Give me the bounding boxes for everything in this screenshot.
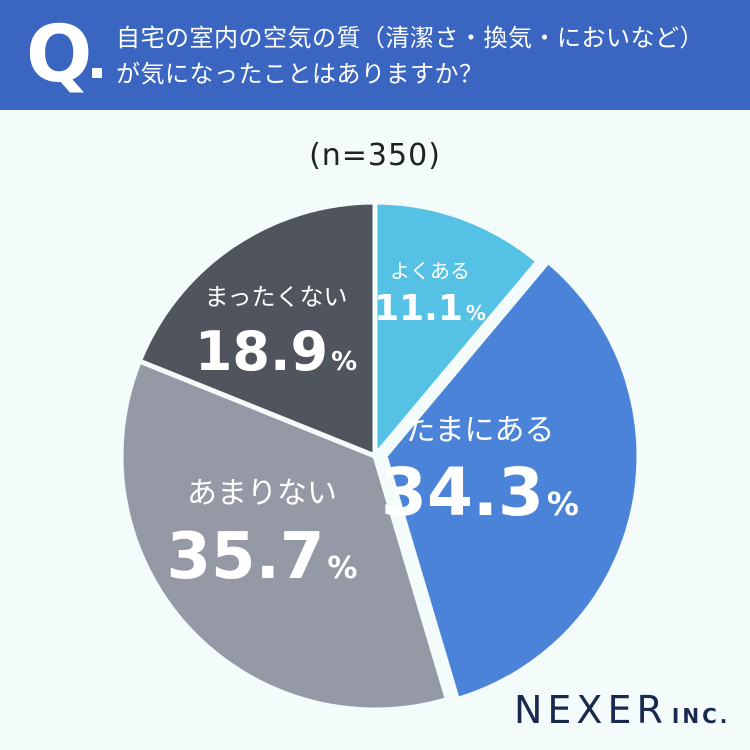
- slice-label-rarely: あまりない: [187, 476, 337, 511]
- q-dot: [92, 68, 102, 78]
- question-header: Q 自宅の室内の空気の質（清潔さ・換気・においなど） が気になったことはあります…: [0, 0, 750, 110]
- slice-label-sometimes: たまにある: [405, 413, 554, 448]
- pie-slice-often: [372, 199, 541, 459]
- logo-suffix: INC.: [671, 704, 731, 728]
- slice-unit-sometimes: %: [547, 485, 579, 523]
- slice-unit-rarely: %: [327, 551, 357, 586]
- slice-unit-often: %: [466, 301, 486, 325]
- pie-slice-sometimes: [382, 258, 642, 702]
- question-line-2: が気になったことはありますか？: [116, 60, 484, 88]
- slice-label-often: よくある: [390, 259, 470, 283]
- slice-value-rarely: 35.7%: [167, 520, 358, 594]
- slice-label-never: まったくない: [204, 283, 347, 311]
- slice-unit-never: %: [331, 347, 357, 377]
- pie-slice-never: [136, 199, 378, 459]
- pie-slice-rarely: [118, 358, 450, 713]
- nexer-logo: NEXER INC.: [514, 688, 730, 738]
- sample-size: (n=350): [309, 138, 441, 173]
- question-line-1: 自宅の室内の空気の質（清潔さ・換気・においなど）: [116, 24, 704, 52]
- slice-value-sometimes: 34.3%: [381, 454, 579, 531]
- slice-value-never: 18.9%: [195, 320, 357, 383]
- logo-name: NEXER: [514, 688, 668, 732]
- q-letter: Q: [26, 10, 93, 100]
- slice-value-often: 11.1%: [374, 288, 486, 329]
- question-text: 自宅の室内の空気の質（清潔さ・換気・においなど） が気になったことはありますか？: [116, 20, 736, 92]
